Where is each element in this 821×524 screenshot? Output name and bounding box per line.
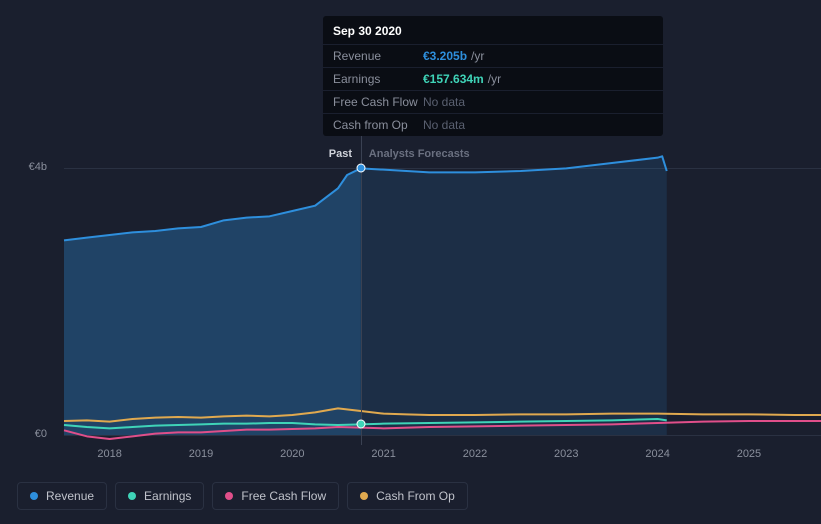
tooltip-row: Revenue€3.205b/yr [323, 44, 663, 67]
tooltip-row-nodata: No data [423, 95, 465, 109]
tooltip-row-nodata: No data [423, 118, 465, 132]
legend-item[interactable]: Earnings [115, 482, 204, 510]
x-axis-tick-label: 2020 [280, 448, 304, 460]
past-label: Past [329, 148, 352, 160]
past-future-divider [361, 135, 362, 445]
tooltip-row-label: Free Cash Flow [333, 95, 423, 109]
legend-label: Revenue [46, 489, 94, 503]
x-axis-tick-label: 2021 [371, 448, 395, 460]
legend-label: Free Cash Flow [241, 489, 326, 503]
legend-item[interactable]: Revenue [17, 482, 107, 510]
tooltip-row-label: Cash from Op [333, 118, 423, 132]
x-axis-tick-label: 2018 [97, 448, 121, 460]
legend: Revenue Earnings Free Cash Flow Cash From O… [17, 482, 468, 510]
x-axis-tick-label: 2022 [463, 448, 487, 460]
y-axis-tick-label: €0 [19, 428, 47, 440]
legend-dot-icon [128, 492, 136, 500]
chart-marker [356, 420, 365, 429]
tooltip-date: Sep 30 2020 [323, 16, 663, 44]
x-axis-tick-label: 2019 [189, 448, 213, 460]
legend-item[interactable]: Free Cash Flow [212, 482, 339, 510]
tooltip: Sep 30 2020 Revenue€3.205b/yrEarnings€15… [323, 16, 663, 136]
forecast-label: Analysts Forecasts [369, 148, 470, 160]
tooltip-row-label: Earnings [333, 72, 423, 86]
tooltip-row: Cash from OpNo data [323, 113, 663, 136]
tooltip-row-value: €157.634m [423, 72, 484, 86]
chart-marker [356, 164, 365, 173]
y-axis-tick-label: €4b [19, 161, 47, 173]
legend-dot-icon [30, 492, 38, 500]
tooltip-row: Earnings€157.634m/yr [323, 67, 663, 90]
legend-dot-icon [360, 492, 368, 500]
tooltip-row-value: €3.205b [423, 49, 467, 63]
legend-label: Earnings [144, 489, 191, 503]
x-axis-tick-label: 2025 [737, 448, 761, 460]
series-area [64, 168, 361, 435]
x-axis-tick-label: 2024 [645, 448, 669, 460]
tooltip-row-suffix: /yr [471, 49, 484, 63]
tooltip-row: Free Cash FlowNo data [323, 90, 663, 113]
legend-item[interactable]: Cash From Op [347, 482, 468, 510]
legend-dot-icon [225, 492, 233, 500]
tooltip-row-suffix: /yr [488, 72, 501, 86]
legend-label: Cash From Op [376, 489, 455, 503]
series-area [361, 156, 667, 435]
x-axis-tick-label: 2023 [554, 448, 578, 460]
tooltip-row-label: Revenue [333, 49, 423, 63]
